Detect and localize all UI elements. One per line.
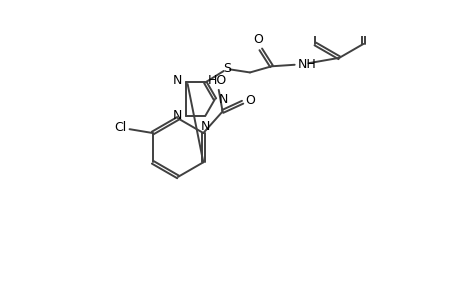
Text: NH: NH bbox=[297, 58, 316, 71]
Text: Cl: Cl bbox=[114, 121, 126, 134]
Text: HO: HO bbox=[207, 74, 226, 87]
Text: N: N bbox=[173, 109, 182, 122]
Text: N: N bbox=[173, 74, 182, 87]
Text: S: S bbox=[223, 62, 230, 75]
Text: O: O bbox=[252, 33, 262, 46]
Text: N: N bbox=[200, 120, 210, 134]
Text: N: N bbox=[218, 93, 228, 106]
Text: O: O bbox=[245, 94, 255, 107]
